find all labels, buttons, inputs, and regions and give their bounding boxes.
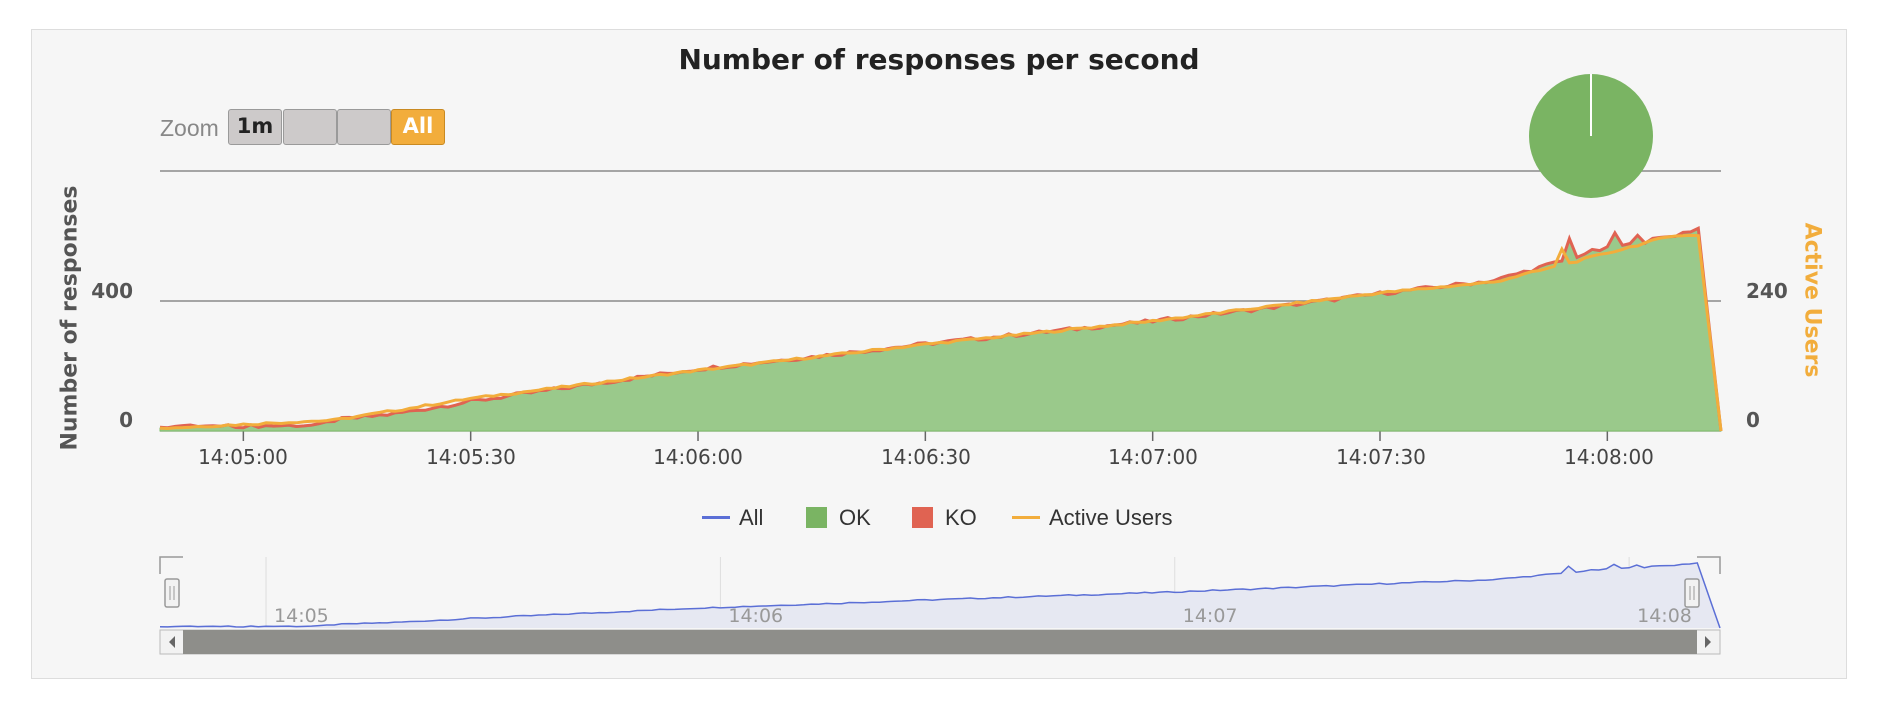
legend-ko-label: KO [945, 505, 977, 530]
scrollbar-thumb[interactable] [183, 630, 1697, 654]
pie-chart [1529, 74, 1653, 198]
x-tick-label: 14:06:00 [653, 445, 743, 469]
legend-item-all[interactable]: All [702, 503, 772, 533]
zoom-button-3[interactable] [337, 109, 391, 145]
x-tick-label: 14:05:00 [198, 445, 288, 469]
x-tick-label: 14:07:30 [1336, 445, 1426, 469]
scroll-right-arrow[interactable] [1705, 636, 1711, 648]
ok-series-area [159, 228, 1722, 432]
legend-item-ok[interactable]: OK [802, 503, 872, 533]
y-right-tick-0: 0 [1746, 408, 1760, 432]
legend-ko-symbol [912, 507, 933, 528]
legend-item-active-users[interactable]: Active Users [1012, 503, 1192, 533]
chart-title: Number of responses per second [678, 43, 1200, 76]
legend-all-symbol [702, 516, 730, 519]
x-tick-label: 14:07:00 [1108, 445, 1198, 469]
x-tick-label: 14:06:30 [881, 445, 971, 469]
navigator-right-handle[interactable] [1684, 578, 1700, 608]
navigator-series-line [159, 562, 1721, 629]
x-tick-label: 14:08:00 [1564, 445, 1654, 469]
zoom-all-button[interactable]: All [391, 109, 445, 145]
navigator-tick-label: 14:08 [1637, 605, 1692, 627]
legend-ok-label: OK [839, 505, 871, 530]
navigator-tick-label: 14:05 [274, 605, 329, 627]
active-users-line [159, 233, 1723, 432]
navigator-area [160, 562, 1720, 628]
y-right-tick-240: 240 [1746, 279, 1788, 303]
navigator-tick-label: 14:07 [1183, 605, 1238, 627]
x-tick-label: 14:05:30 [426, 445, 516, 469]
y-left-tick-0: 0 [119, 408, 133, 432]
navigator-left-handle[interactable] [164, 578, 180, 608]
navigator-tick-label: 14:06 [728, 605, 783, 627]
legend-active-users-symbol [1012, 516, 1040, 519]
zoom-1m-button[interactable]: 1m [228, 109, 282, 145]
scroll-left-arrow[interactable] [169, 636, 175, 648]
legend-ok-symbol [806, 507, 827, 528]
navigator[interactable]: 14:05 14:06 14:07 14:08 [159, 556, 1721, 655]
legend: All OK KO Active Users [0, 503, 1878, 533]
legend-active-users-label: Active Users [1049, 505, 1173, 530]
zoom-button-2[interactable] [283, 109, 337, 145]
legend-item-ko[interactable]: KO [908, 503, 978, 533]
zoom-label: Zoom [160, 115, 219, 141]
navigator-outline [159, 556, 1721, 574]
legend-all-label: All [739, 505, 764, 530]
y-left-tick-400: 400 [91, 279, 133, 303]
